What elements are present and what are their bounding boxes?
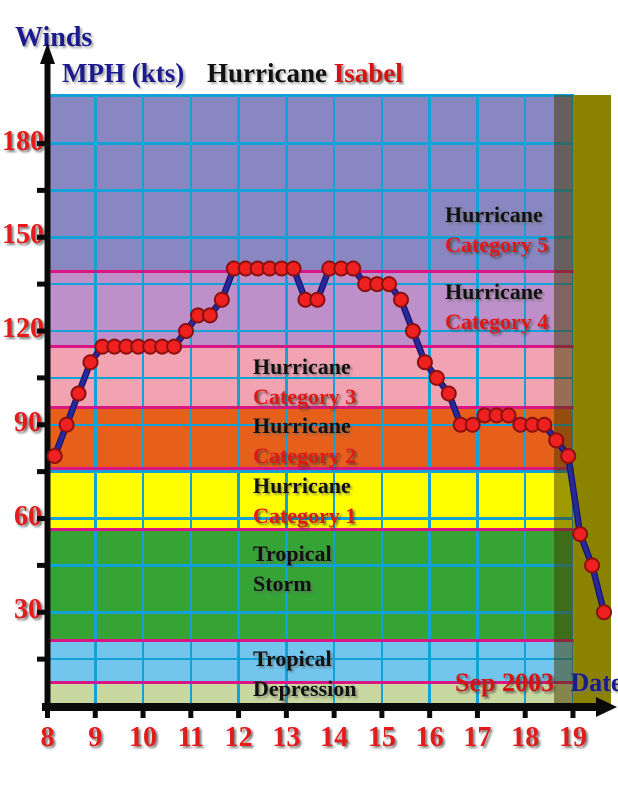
x-tick-label: 19 <box>558 722 587 753</box>
x-tick-label: 13 <box>272 722 301 753</box>
x-tick-label: 18 <box>511 722 540 753</box>
h-gridline <box>47 142 574 145</box>
category-band-below-depression <box>47 682 574 706</box>
v-gridline <box>476 95 479 706</box>
chart-title-storm-name: Isabel <box>333 58 403 88</box>
y-tick-label: 120 <box>2 313 44 344</box>
band-label-line1: Hurricane <box>445 202 543 227</box>
band-label-tropical-depression: Tropical Depression <box>253 644 357 704</box>
band-label-line2: Category 2 <box>253 443 357 468</box>
band-label-line2: Category 1 <box>253 503 357 528</box>
category-band-hurricane-category-5 <box>47 95 574 272</box>
x-axis-date-label: Sep 2003 Date <box>455 668 618 698</box>
chart-title-storm-type: Hurricane <box>207 58 327 88</box>
h-gridline <box>47 657 574 661</box>
x-tick-label: 10 <box>129 722 158 753</box>
band-label-hurricane-category-4: Hurricane Category 4 <box>445 277 548 337</box>
band-label-line2: Depression <box>253 676 357 701</box>
x-tick-label: 14 <box>320 722 349 753</box>
x-tick-label: 9 <box>88 722 103 753</box>
y-tick-label: 150 <box>2 219 44 251</box>
band-label-line2: Category 5 <box>445 232 549 257</box>
band-label-line2: Category 3 <box>253 384 357 409</box>
category-boundary-line <box>47 270 576 274</box>
h-gridline <box>47 236 574 239</box>
band-label-hurricane-category-2: Hurricane Category 2 <box>253 411 356 471</box>
chart-title: Hurricane Isabel <box>207 58 403 89</box>
landfall-fade-overlay <box>553 95 574 706</box>
v-gridline <box>141 95 145 706</box>
y-tick-label: 180 <box>2 125 44 157</box>
y-tick-label: 60 <box>14 500 42 532</box>
v-gridline <box>189 95 193 706</box>
band-label-line1: Hurricane <box>445 279 543 304</box>
month-year-label: Sep 2003 <box>455 668 554 697</box>
band-label-line1: Hurricane <box>253 413 351 438</box>
x-tick-label: 12 <box>224 722 253 753</box>
h-gridline <box>47 611 574 614</box>
band-label-tropical-storm: Tropical Storm <box>253 539 332 599</box>
x-tick-label: 11 <box>177 722 205 753</box>
band-label-hurricane-category-5: Hurricane Category 5 <box>445 200 548 260</box>
band-label-hurricane-category-1: Hurricane Category 1 <box>253 471 356 531</box>
band-label-hurricane-category-3: Hurricane Category 3 <box>253 352 356 412</box>
band-label-line1: Hurricane <box>253 473 351 498</box>
x-tick-label: 8 <box>40 722 55 753</box>
v-gridline <box>237 95 240 706</box>
landfall-region <box>573 95 611 706</box>
category-boundary-line <box>47 638 576 642</box>
x-tick-label: 17 <box>463 722 492 753</box>
y-tick-label: 30 <box>14 594 42 626</box>
y-axis-unit-label: MPH (kts) <box>62 58 185 88</box>
v-gridline <box>94 95 97 706</box>
h-gridline <box>47 189 574 192</box>
category-boundary-line <box>47 345 576 349</box>
x-tick-label: 16 <box>415 722 444 753</box>
band-label-line1: Tropical <box>253 541 332 566</box>
band-label-line1: Hurricane <box>253 354 351 379</box>
band-label-line2: Category 4 <box>445 309 549 334</box>
v-gridline <box>523 95 527 706</box>
date-word-label: Date <box>570 668 618 697</box>
plot-top-border <box>47 94 574 97</box>
v-gridline <box>380 95 384 706</box>
x-tick-label: 15 <box>367 722 396 753</box>
band-label-line2: Storm <box>253 571 312 596</box>
v-gridline <box>428 95 431 706</box>
y-tick-label: 90 <box>14 406 42 438</box>
category-boundary-line <box>47 681 576 685</box>
band-label-line1: Tropical <box>253 646 332 671</box>
category-band-tropical-depression <box>47 640 574 683</box>
